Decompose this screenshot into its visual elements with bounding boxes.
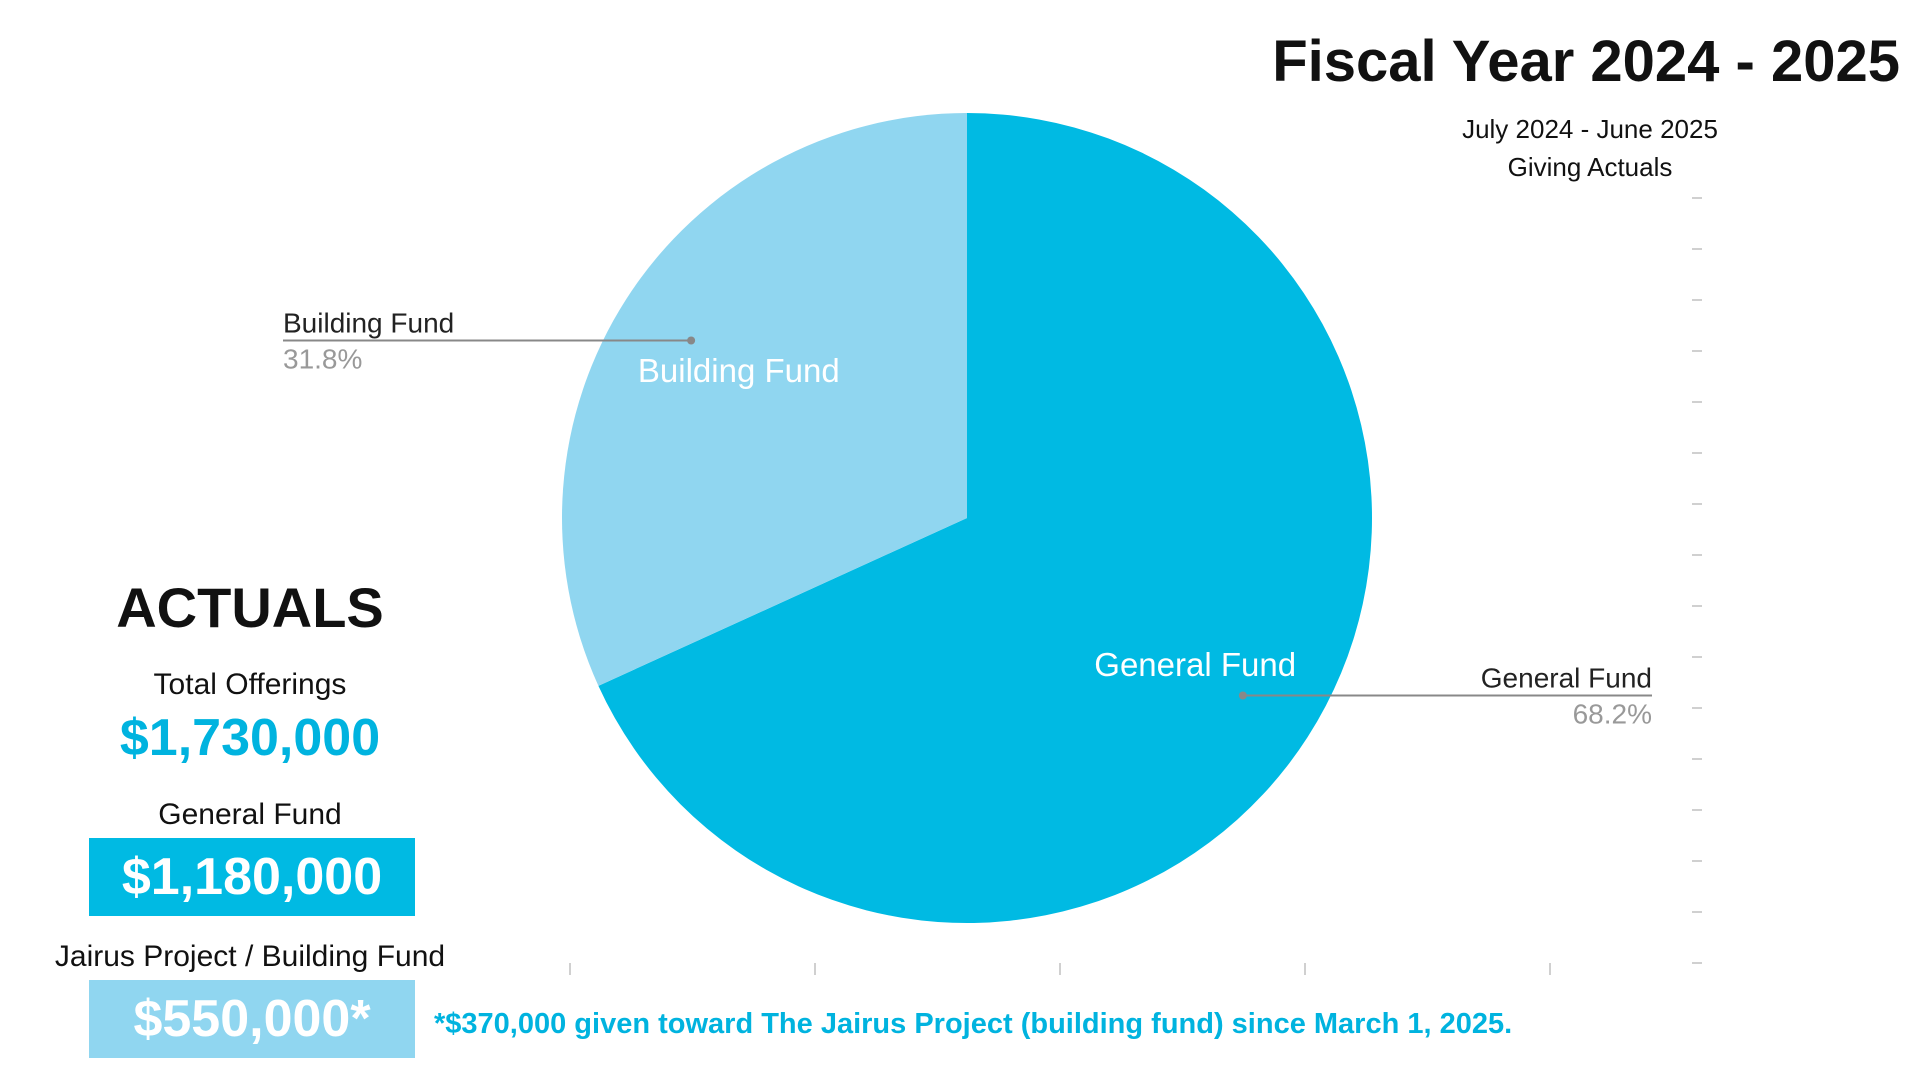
subtitle-label: Giving Actuals: [1507, 152, 1673, 182]
callout-label-general-fund: General Fund: [1481, 663, 1652, 694]
general-fund-label: General Fund: [158, 798, 342, 831]
general-fund-value: $1,180,000: [121, 848, 383, 906]
footnote: *$370,000 given toward The Jairus Projec…: [434, 1008, 1513, 1040]
pie-callouts: General Fund 68.2% Building Fund 31.8%: [283, 307, 1652, 730]
building-fund-label: Jairus Project / Building Fund: [54, 940, 446, 973]
callout-dot-general-fund: [1238, 691, 1247, 700]
chart-subtitle: July 2024 - June 2025 Giving Actuals: [1360, 110, 1820, 186]
total-offerings-label: Total Offerings: [153, 668, 347, 701]
chart-title: Fiscal Year 2024 - 2025: [1272, 29, 1900, 94]
building-fund-value-box: $550,000*: [89, 980, 415, 1058]
pie-slice-general-fund: [598, 113, 1372, 923]
slice-label-general-fund: General Fund: [1094, 646, 1296, 683]
callout-percent-general-fund: 68.2%: [1573, 699, 1652, 730]
building-fund-value: $550,000*: [133, 990, 371, 1048]
actuals-heading: ACTUALS: [116, 576, 384, 639]
callout-label-building-fund: Building Fund: [283, 307, 454, 338]
total-offerings-value: $1,730,000: [119, 709, 381, 767]
callout-dot-building-fund: [687, 336, 696, 345]
gridlines: [569, 197, 1702, 975]
period-label: July 2024 - June 2025: [1462, 114, 1718, 144]
slice-label-building-fund: Building Fund: [638, 352, 840, 389]
pie-inner-labels: General Fund Building Fund: [638, 352, 1296, 683]
callout-percent-building-fund: 31.8%: [283, 343, 362, 374]
pie-slices: [561, 113, 1372, 923]
general-fund-value-box: $1,180,000: [89, 838, 415, 916]
pie-slice-building-fund: [561, 113, 967, 686]
